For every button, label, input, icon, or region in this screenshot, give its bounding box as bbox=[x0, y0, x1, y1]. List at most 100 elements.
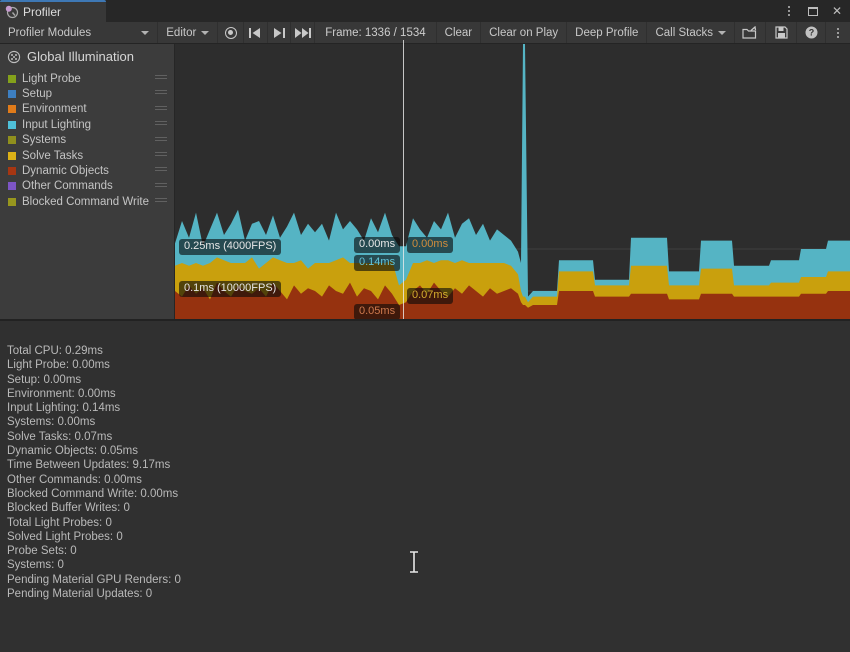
stat-line: Other Commands: 0.00ms bbox=[7, 473, 142, 486]
load-profile-button[interactable] bbox=[735, 22, 765, 43]
clear-on-play-button[interactable]: Clear on Play bbox=[481, 22, 568, 43]
close-icon[interactable]: ✕ bbox=[831, 4, 843, 18]
tab-title: Profiler bbox=[23, 5, 62, 19]
editor-target-dropdown[interactable]: Editor bbox=[158, 22, 219, 43]
profiler-icon bbox=[5, 5, 19, 19]
stat-line: Systems: 0.00ms bbox=[7, 416, 96, 429]
stat-line: Dynamic Objects: 0.05ms bbox=[7, 445, 139, 458]
series-label: Systems bbox=[22, 134, 67, 147]
legend-item-solve-tasks[interactable]: Solve Tasks bbox=[0, 148, 174, 163]
stat-line: Pending Material GPU Renders: 0 bbox=[7, 573, 181, 586]
series-label: Solve Tasks bbox=[22, 149, 84, 162]
titlebar: Profiler ✕ bbox=[0, 0, 850, 22]
stat-line: Systems: 0 bbox=[7, 559, 64, 572]
clear-label: Clear bbox=[444, 26, 473, 39]
next-frame-button[interactable] bbox=[268, 22, 292, 43]
stat-line: Total Light Probes: 0 bbox=[7, 516, 112, 529]
details-panel: Total CPU: 0.29ms Light Probe: 0.00ms Setu… bbox=[0, 321, 850, 652]
drag-handle-icon[interactable] bbox=[155, 198, 167, 203]
stat-line: Pending Material Updates: 0 bbox=[7, 588, 153, 601]
next-frame-icon bbox=[274, 27, 286, 38]
stat-line: Solve Tasks: 0.07ms bbox=[7, 430, 113, 443]
prev-frame-icon bbox=[249, 27, 261, 38]
chart-area[interactable]: 0.25ms (4000FPS) 0.1ms (10000FPS) 0.00ms 0.… bbox=[175, 40, 850, 320]
help-button[interactable]: ? bbox=[797, 22, 825, 43]
chart-plot bbox=[175, 44, 850, 319]
tab-profiler[interactable]: Profiler bbox=[0, 0, 106, 22]
series-color-swatch bbox=[8, 90, 16, 99]
stat-line: Total CPU: 0.29ms bbox=[7, 345, 103, 357]
legend-item-dynamic-objects[interactable]: Dynamic Objects bbox=[0, 163, 174, 178]
profiler-modules-dropdown[interactable]: Profiler Modules bbox=[0, 22, 159, 43]
call-stacks-label: Call Stacks bbox=[655, 26, 713, 39]
clear-button[interactable]: Clear bbox=[437, 22, 482, 43]
stat-line: Light Probe: 0.00ms bbox=[7, 359, 110, 372]
series-label: Setup bbox=[22, 88, 53, 101]
global-illumination-icon bbox=[7, 50, 21, 64]
legend-item-blocked-command-write[interactable]: Blocked Command Write bbox=[0, 194, 174, 209]
load-profile-icon bbox=[741, 26, 756, 39]
series-color-swatch bbox=[8, 120, 16, 129]
call-stacks-dropdown[interactable]: Call Stacks bbox=[647, 22, 735, 43]
clear-on-play-label: Clear on Play bbox=[489, 26, 559, 39]
record-button[interactable] bbox=[218, 22, 244, 43]
svg-text:?: ? bbox=[808, 28, 814, 38]
drag-handle-icon[interactable] bbox=[155, 136, 167, 141]
drag-handle-icon[interactable] bbox=[155, 105, 167, 110]
window-menu-icon[interactable] bbox=[780, 2, 798, 20]
panel-divider[interactable] bbox=[0, 319, 850, 321]
module-header[interactable]: Global Illumination bbox=[0, 44, 174, 68]
last-frame-icon bbox=[294, 27, 311, 38]
stat-line: Solved Light Probes: 0 bbox=[7, 530, 123, 543]
series-label: Blocked Command Write bbox=[22, 195, 149, 208]
drag-handle-icon[interactable] bbox=[155, 121, 167, 126]
stat-line: Blocked Buffer Writes: 0 bbox=[7, 502, 130, 515]
legend-item-setup[interactable]: Setup bbox=[0, 86, 174, 101]
chevron-down-icon bbox=[141, 30, 150, 35]
legend-item-systems[interactable]: Systems bbox=[0, 133, 174, 148]
series-color-swatch bbox=[8, 151, 16, 160]
maximize-icon[interactable] bbox=[804, 2, 822, 20]
module-title: Global Illumination bbox=[27, 49, 134, 64]
series-area-dynamic-objects bbox=[175, 282, 850, 319]
series-color-swatch bbox=[8, 197, 16, 206]
series-label: Input Lighting bbox=[22, 118, 92, 131]
stat-line: Blocked Command Write: 0.00ms bbox=[7, 487, 179, 500]
details-list: Total CPU: 0.29ms Light Probe: 0.00ms Setu… bbox=[0, 321, 850, 601]
legend-item-other-commands[interactable]: Other Commands bbox=[0, 179, 174, 194]
toolbar-right-icons: ? bbox=[735, 22, 850, 43]
prev-frame-button[interactable] bbox=[244, 22, 268, 43]
drag-handle-icon[interactable] bbox=[155, 151, 167, 156]
stat-line: Input Lighting: 0.14ms bbox=[7, 402, 121, 415]
toolbar: Profiler Modules Editor Frame: 1336 / 15… bbox=[0, 22, 850, 44]
chevron-down-icon bbox=[718, 30, 726, 35]
legend-item-input-lighting[interactable]: Input Lighting bbox=[0, 117, 174, 132]
drag-handle-icon[interactable] bbox=[155, 182, 167, 187]
frame-counter: Frame: 1336 / 1534 bbox=[315, 22, 437, 43]
module-options-button[interactable] bbox=[826, 22, 850, 43]
editor-label: Editor bbox=[166, 26, 197, 39]
overflow-menu-icon bbox=[837, 27, 839, 38]
last-frame-button[interactable] bbox=[291, 22, 316, 43]
deep-profile-button[interactable]: Deep Profile bbox=[567, 22, 648, 43]
stat-line: Time Between Updates: 9.17ms bbox=[7, 459, 171, 472]
series-color-swatch bbox=[8, 74, 16, 83]
series-label: Dynamic Objects bbox=[22, 165, 109, 178]
active-tab-indicator bbox=[0, 0, 106, 2]
drag-handle-icon[interactable] bbox=[155, 90, 167, 95]
deep-profile-label: Deep Profile bbox=[575, 26, 639, 39]
series-color-swatch bbox=[8, 167, 16, 176]
module-panel: Global Illumination Light Probe Setup Envi… bbox=[0, 44, 175, 319]
help-icon: ? bbox=[805, 26, 817, 39]
profiler-modules-label: Profiler Modules bbox=[8, 26, 92, 39]
drag-handle-icon[interactable] bbox=[155, 75, 167, 79]
legend-item-light-probe[interactable]: Light Probe bbox=[0, 71, 174, 86]
series-color-swatch bbox=[8, 136, 16, 145]
save-profile-button[interactable] bbox=[766, 22, 796, 43]
drag-handle-icon[interactable] bbox=[155, 167, 167, 172]
stat-line: Probe Sets: 0 bbox=[7, 545, 77, 558]
chevron-down-icon bbox=[201, 30, 210, 35]
series-label: Other Commands bbox=[22, 180, 113, 193]
legend-item-environment[interactable]: Environment bbox=[0, 102, 174, 117]
